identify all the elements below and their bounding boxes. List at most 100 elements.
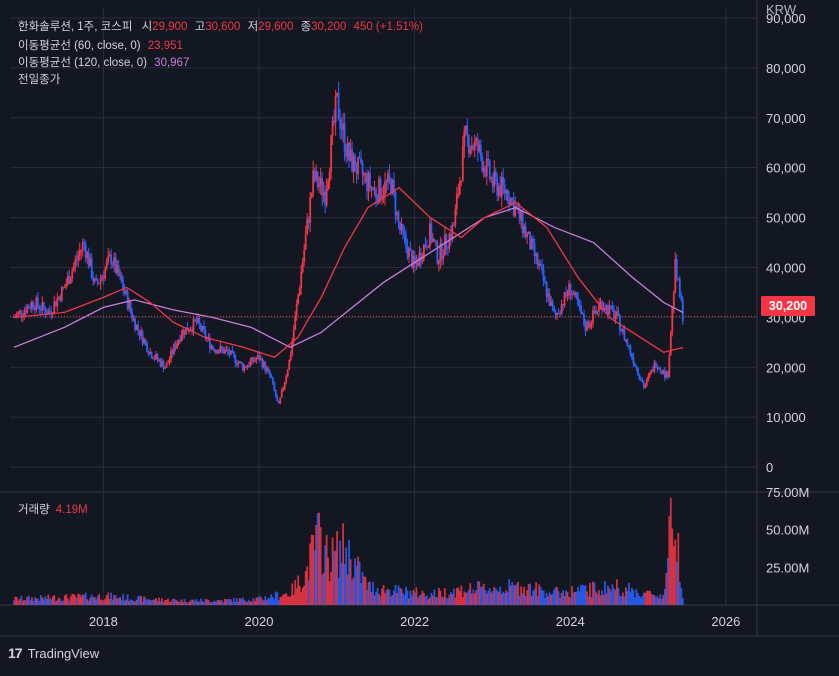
volume-bar (111, 599, 114, 605)
candle-body (342, 123, 344, 130)
candle-body (176, 343, 178, 349)
candle-body (80, 249, 83, 252)
volume-bar (645, 590, 648, 605)
volume-bar (29, 600, 32, 605)
candle-body (605, 305, 608, 311)
candle-body (424, 244, 427, 247)
ma60-legend[interactable]: 이동평균선 (60, close, 0) 23,951 (18, 37, 183, 53)
candle-body (449, 233, 452, 240)
candle-body (270, 375, 273, 378)
volume-bar (334, 550, 337, 605)
candle-body (210, 346, 213, 349)
candle-body (388, 173, 391, 179)
candle-body (648, 372, 651, 376)
volume-bar (292, 594, 295, 605)
candle-body (149, 351, 151, 355)
candle-body (30, 302, 33, 309)
candle-body (601, 301, 603, 311)
candle-body (261, 358, 264, 368)
candle-body (675, 259, 678, 279)
candle-body (352, 155, 355, 172)
candle-body (117, 264, 120, 276)
volume-bar (671, 528, 674, 605)
candle-body (608, 305, 611, 315)
volume-bar (595, 591, 597, 605)
volume-bar (397, 585, 400, 605)
volume-bar (378, 594, 380, 605)
candle-body (165, 363, 168, 368)
volume-bar (420, 594, 422, 605)
volume-bar (237, 601, 240, 605)
candle-body (20, 310, 23, 317)
volume-bar (135, 599, 138, 605)
volume-bar (114, 595, 117, 605)
candle-body (379, 178, 382, 200)
volume-bar (357, 556, 359, 605)
volume-bar (348, 539, 350, 605)
volume-bar (27, 595, 30, 605)
volume-bar (66, 598, 69, 605)
volume-bar (98, 593, 101, 605)
candle-body (288, 359, 291, 370)
volume-bar (315, 524, 318, 605)
candle-body (411, 251, 413, 268)
volume-bar (340, 563, 343, 605)
volume-bar (215, 601, 217, 605)
volume-bar (26, 596, 29, 605)
volume-bar (186, 602, 189, 605)
candle-body (203, 325, 205, 330)
candle-body (225, 349, 228, 351)
volume-bar (271, 596, 274, 605)
volume-bar (451, 593, 454, 605)
candle-body (381, 196, 383, 200)
candle-body (300, 271, 303, 289)
volume-bar (57, 597, 60, 605)
candle-body (120, 275, 123, 283)
candle-body (274, 390, 277, 397)
volume-bar (56, 600, 59, 605)
candle-body (35, 297, 38, 311)
volume-bar (604, 581, 606, 605)
ma120-legend[interactable]: 이동평균선 (120, close, 0) 30,967 (18, 54, 189, 70)
candle-body (297, 294, 300, 305)
candle-body (191, 329, 193, 332)
candle-body (83, 242, 86, 244)
tradingview-footer[interactable]: 17 TradingView (8, 645, 99, 661)
volume-legend[interactable]: 거래량 4.19M (18, 501, 88, 517)
volume-bar (530, 595, 533, 605)
volume-bar (191, 599, 193, 605)
candle-body (301, 262, 304, 272)
candle-body (572, 294, 575, 296)
volume-bar (572, 592, 575, 605)
volume-bar (253, 600, 256, 605)
volume-bar (104, 598, 107, 605)
candle-body (15, 313, 18, 317)
prev-close-legend[interactable]: 전일종가 (18, 71, 60, 87)
volume-bar (626, 590, 629, 605)
candle-body (69, 278, 72, 284)
candle-body (201, 325, 204, 331)
candle-body (550, 301, 552, 306)
volume-bar (229, 599, 232, 605)
candle-body (439, 243, 442, 262)
candle-body (18, 310, 21, 312)
candle-body (514, 206, 517, 216)
candle-body (262, 362, 265, 368)
candle-body (402, 223, 404, 232)
volume-bar (678, 582, 681, 605)
candle-body (294, 315, 297, 330)
candle-body (349, 149, 352, 161)
volume-bar (399, 587, 401, 605)
volume-bar (226, 599, 229, 605)
volume-bar (36, 598, 39, 605)
volume-bar (298, 585, 301, 605)
candle-body (533, 243, 536, 257)
candle-body (212, 346, 214, 349)
volume-bar (607, 585, 609, 605)
candle-body (631, 353, 633, 357)
volume-bar (542, 590, 545, 605)
volume-bar (274, 591, 277, 605)
volume-bar (195, 599, 198, 605)
